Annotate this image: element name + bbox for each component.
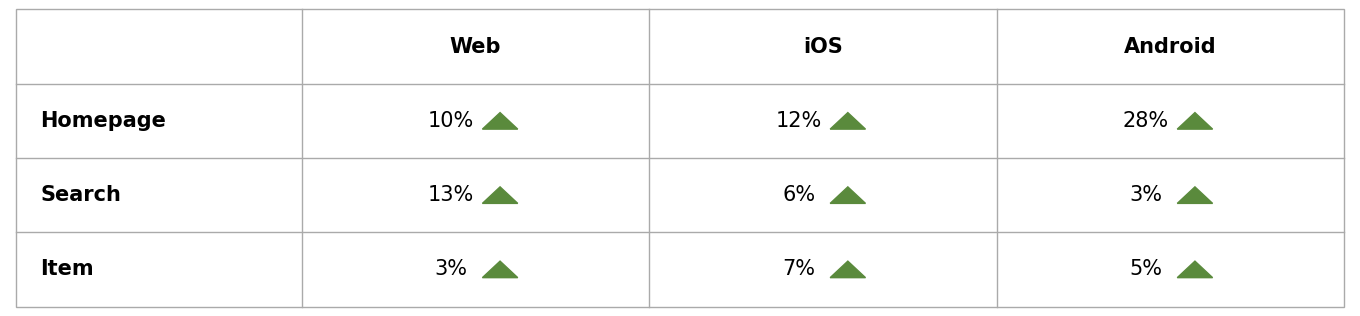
Polygon shape xyxy=(830,112,865,129)
Polygon shape xyxy=(830,187,865,204)
Text: Android: Android xyxy=(1125,37,1217,57)
Text: Web: Web xyxy=(450,37,502,57)
Text: 10%: 10% xyxy=(428,111,475,131)
Text: 28%: 28% xyxy=(1123,111,1170,131)
Text: 13%: 13% xyxy=(428,185,475,205)
Text: Item: Item xyxy=(41,259,94,279)
Polygon shape xyxy=(1178,187,1213,204)
Text: Homepage: Homepage xyxy=(41,111,166,131)
Polygon shape xyxy=(830,261,865,278)
Polygon shape xyxy=(483,187,518,204)
Text: 3%: 3% xyxy=(1129,185,1163,205)
Polygon shape xyxy=(1178,112,1213,129)
Polygon shape xyxy=(483,112,518,129)
Polygon shape xyxy=(1178,261,1213,278)
Text: iOS: iOS xyxy=(804,37,843,57)
Text: 7%: 7% xyxy=(782,259,816,279)
Text: 3%: 3% xyxy=(435,259,468,279)
Text: 6%: 6% xyxy=(782,185,816,205)
Text: 5%: 5% xyxy=(1129,259,1163,279)
Text: Search: Search xyxy=(41,185,121,205)
Polygon shape xyxy=(483,261,518,278)
Text: 12%: 12% xyxy=(775,111,821,131)
